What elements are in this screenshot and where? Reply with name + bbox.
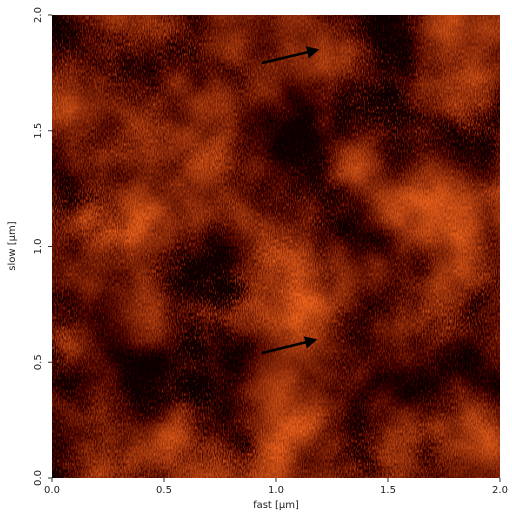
y-tick-label: 2.0: [33, 7, 44, 23]
x-tick-label: 0.0: [44, 485, 60, 496]
y-tick-label: 1.0: [33, 239, 44, 255]
afm-image: [52, 15, 500, 478]
x-tick-label: 0.5: [156, 485, 172, 496]
x-axis-label: fast [µm]: [253, 500, 299, 511]
y-axis-label: slow [µm]: [7, 221, 18, 270]
y-tick-label: 1.5: [33, 123, 44, 139]
x-tick-label: 2.0: [492, 485, 508, 496]
y-tick-label: 0.0: [33, 470, 44, 486]
arrow: [261, 336, 318, 355]
x-tick-label: 1.5: [380, 485, 396, 496]
arrow: [261, 46, 320, 65]
y-tick-label: 0.5: [33, 354, 44, 370]
x-tick-label: 1.0: [268, 485, 284, 496]
